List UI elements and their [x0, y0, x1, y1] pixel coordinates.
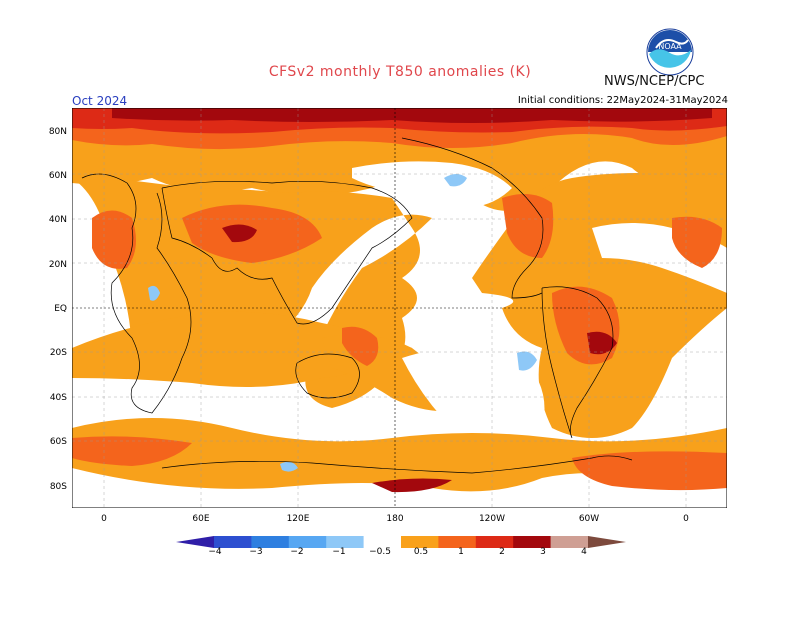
- southeast-pacific-cool: [517, 351, 537, 371]
- lat-label-80n: 80N: [48, 127, 67, 137]
- colorbar-cell: [401, 536, 439, 548]
- colorbar: [176, 536, 626, 548]
- colorbar-cell: [326, 536, 365, 548]
- initial-conditions: Initial conditions: 22May2024-31May2024: [517, 95, 728, 106]
- colorbar-left-arrow: [176, 536, 214, 548]
- colorbar-cell: [288, 536, 327, 548]
- colorbar-label-m3: −3: [249, 547, 263, 557]
- graticule: [72, 108, 727, 508]
- brazil-dark-warm: [587, 331, 617, 355]
- colorbar-cell: [550, 536, 589, 548]
- south-pacific-white: [402, 348, 545, 433]
- colorbar-cell: [513, 536, 552, 548]
- colorbar-label-m2: −2: [290, 547, 304, 557]
- lon-label-0-east: 0: [683, 514, 689, 524]
- lat-label-40s: 40S: [49, 393, 67, 403]
- lon-label-0-west: 0: [101, 514, 107, 524]
- lat-label-60s: 60S: [49, 437, 67, 447]
- atlantic-southern-strong-warm: [572, 451, 727, 491]
- lat-label-20n: 20N: [48, 260, 67, 270]
- lat-label-80s: 80S: [49, 482, 67, 492]
- colorbar-cell: [363, 536, 402, 548]
- colorbar-cells: [214, 536, 589, 548]
- lon-label-120w: 120W: [478, 514, 506, 524]
- ross-sea-dark-warm: [372, 478, 452, 493]
- europe-strong-warm: [92, 210, 136, 269]
- tibet-dark-warm: [222, 224, 257, 243]
- tropical-indian-warm: [72, 311, 412, 387]
- lat-label-20s: 20S: [49, 348, 67, 358]
- credit-label: NWS/NCEP/CPC: [604, 74, 705, 89]
- lon-label-120e: 120E: [286, 514, 310, 524]
- lat-label-60n: 60N: [48, 171, 67, 181]
- colorbar-label-m1: −1: [332, 547, 346, 557]
- north-pacific-cool: [444, 174, 467, 187]
- colorbar-label-m4: −4: [208, 547, 222, 557]
- anomaly-map: [72, 108, 727, 508]
- colorbar-right-arrow: [588, 536, 626, 548]
- colorbar-cell: [251, 536, 290, 548]
- colorbar-cell: [438, 536, 477, 548]
- colorbar-label-05: 0.5: [413, 547, 429, 557]
- colorbar-cell: [475, 536, 514, 548]
- lat-label-40n: 40N: [48, 215, 67, 225]
- noaa-logo: NOAA: [646, 28, 694, 76]
- lon-label-60e: 60E: [192, 514, 210, 524]
- lon-label-60w: 60W: [578, 514, 600, 524]
- antarctic-cool: [280, 461, 298, 472]
- coastlines: [81, 137, 633, 474]
- lat-label-eq: EQ: [54, 304, 67, 314]
- colorbar-label-1: 1: [458, 547, 464, 557]
- north-pacific-white: [352, 161, 512, 208]
- colorbar-cell: [214, 536, 252, 548]
- south-pacific-strong-warm: [342, 326, 379, 366]
- lon-label-180: 180: [386, 514, 404, 524]
- forecast-month: Oct 2024: [72, 94, 128, 108]
- southern-ocean-strong-warm: [72, 436, 192, 466]
- logo-text: NOAA: [658, 42, 682, 51]
- colorbar-label-2: 2: [499, 547, 505, 557]
- north-america-strong-warm: [502, 194, 554, 258]
- colorbar-label-4: 4: [581, 547, 587, 557]
- east-africa-cool: [148, 285, 160, 301]
- colorbar-label-3: 3: [540, 547, 546, 557]
- east-atlantic-strong-warm: [672, 216, 722, 268]
- chart-title: CFSv2 monthly T850 anomalies (K): [268, 64, 532, 80]
- south-indian-white: [132, 388, 287, 420]
- arctic-deep-warm: [112, 108, 712, 123]
- colorbar-label-m05: −0.5: [369, 547, 391, 557]
